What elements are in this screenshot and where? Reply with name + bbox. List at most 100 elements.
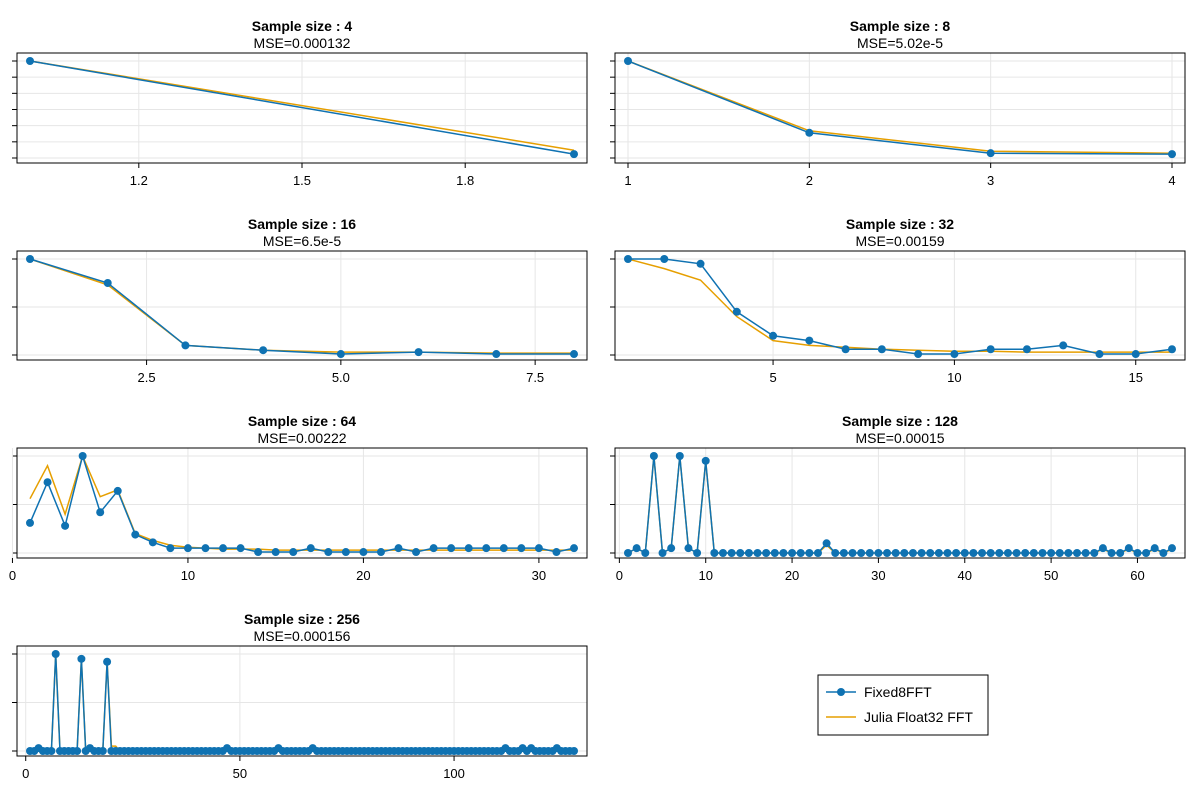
plot-area xyxy=(17,448,587,558)
plot-frame xyxy=(16,645,588,757)
data-point-fixed8fft xyxy=(103,657,112,666)
data-point-fixed8fft xyxy=(796,549,805,557)
x-tick-label: 20 xyxy=(785,568,799,583)
data-point-fixed8fft xyxy=(641,549,650,557)
data-point-fixed8fft xyxy=(131,530,140,539)
data-point-fixed8fft xyxy=(727,549,736,557)
x-tick-label: 20 xyxy=(356,568,370,583)
data-point-fixed8fft xyxy=(341,548,350,557)
series-line-fixed8fft xyxy=(29,60,575,155)
plot-area xyxy=(17,251,587,360)
data-point-fixed8fft xyxy=(219,544,228,553)
subplot-title: Sample size : 4 xyxy=(252,18,353,34)
data-point-fixed8fft xyxy=(805,336,814,345)
data-point-fixed8fft xyxy=(805,549,814,557)
data-point-fixed8fft xyxy=(103,279,112,287)
data-point-fixed8fft xyxy=(693,549,702,557)
data-point-fixed8fft xyxy=(534,544,543,553)
data-point-fixed8fft xyxy=(1073,549,1082,557)
legend-entry-fixed8fft: Fixed8FFT xyxy=(864,684,932,700)
x-tick-label: 15 xyxy=(1128,370,1142,385)
data-point-fixed8fft xyxy=(113,486,122,495)
data-point-fixed8fft xyxy=(736,549,745,557)
data-point-fixed8fft xyxy=(1055,549,1064,557)
data-point-fixed8fft xyxy=(649,452,658,460)
subplot-title: Sample size : 8 xyxy=(850,18,951,34)
x-tick-label: 30 xyxy=(871,568,885,583)
subplot-title: Sample size : 64 xyxy=(248,413,356,429)
data-point-fixed8fft xyxy=(254,548,263,557)
data-point-fixed8fft xyxy=(570,350,578,359)
data-point-fixed8fft xyxy=(492,350,501,359)
data-point-fixed8fft xyxy=(359,548,368,557)
data-point-fixed8fft xyxy=(986,549,995,557)
x-tick-label: 40 xyxy=(958,568,972,583)
data-point-fixed8fft xyxy=(770,549,779,557)
data-point-fixed8fft xyxy=(788,549,797,557)
data-point-fixed8fft xyxy=(952,549,961,557)
series-line-fixed8fft xyxy=(627,60,1173,155)
subplot-mse-label: MSE=6.5e-5 xyxy=(263,233,341,249)
plot-frame xyxy=(614,447,1186,559)
x-tick-label: 60 xyxy=(1130,568,1144,583)
data-point-fixed8fft xyxy=(236,544,245,553)
plot-frame xyxy=(16,447,588,559)
data-point-fixed8fft xyxy=(1012,549,1021,557)
data-point-fixed8fft xyxy=(414,348,423,357)
plot-area xyxy=(615,448,1185,558)
data-point-fixed8fft xyxy=(1150,544,1159,553)
series-line-fixed8fft xyxy=(627,455,1173,555)
data-point-fixed8fft xyxy=(1047,549,1056,557)
subplot-title: Sample size : 128 xyxy=(842,413,958,429)
data-point-fixed8fft xyxy=(1098,544,1107,553)
data-point-fixed8fft xyxy=(943,549,952,557)
data-point-fixed8fft xyxy=(73,747,82,755)
data-point-fixed8fft xyxy=(831,549,840,557)
x-tick-label: 0 xyxy=(9,568,16,583)
legend-entry-julia-float32-fft: Julia Float32 FFT xyxy=(864,709,973,725)
data-point-fixed8fft xyxy=(934,549,943,557)
data-point-fixed8fft xyxy=(950,350,959,359)
data-point-fixed8fft xyxy=(1003,549,1012,557)
plot-area xyxy=(615,53,1185,163)
data-point-fixed8fft xyxy=(891,549,900,557)
data-point-fixed8fft xyxy=(684,544,693,553)
data-point-fixed8fft xyxy=(865,549,874,557)
data-point-fixed8fft xyxy=(624,549,632,557)
data-point-fixed8fft xyxy=(701,456,710,465)
data-point-fixed8fft xyxy=(166,544,175,553)
data-point-fixed8fft xyxy=(1022,345,1031,354)
data-point-fixed8fft xyxy=(1038,549,1047,557)
x-tick-label: 10 xyxy=(947,370,961,385)
data-point-fixed8fft xyxy=(570,747,578,755)
data-point-fixed8fft xyxy=(769,331,778,340)
data-point-fixed8fft xyxy=(1168,345,1176,354)
series-line-fixed8fft xyxy=(628,258,1173,355)
data-point-fixed8fft xyxy=(986,345,995,354)
x-tick-label: 10 xyxy=(181,568,195,583)
data-point-fixed8fft xyxy=(667,544,676,553)
data-point-fixed8fft xyxy=(570,150,578,159)
data-point-fixed8fft xyxy=(96,508,105,517)
x-tick-label: 0 xyxy=(616,568,623,583)
data-point-fixed8fft xyxy=(47,747,56,755)
data-point-fixed8fft xyxy=(900,549,909,557)
data-point-fixed8fft xyxy=(98,747,107,755)
data-point-fixed8fft xyxy=(986,149,995,158)
data-point-fixed8fft xyxy=(813,549,822,557)
data-point-fixed8fft xyxy=(1059,341,1068,350)
series-line-fixed8fft xyxy=(29,258,574,355)
x-tick-label: 3 xyxy=(987,173,994,188)
data-point-fixed8fft xyxy=(658,549,667,557)
x-tick-label: 50 xyxy=(1044,568,1058,583)
data-point-fixed8fft xyxy=(1142,549,1151,557)
data-point-fixed8fft xyxy=(306,544,315,553)
data-point-fixed8fft xyxy=(675,452,684,460)
data-point-fixed8fft xyxy=(394,544,403,553)
data-point-fixed8fft xyxy=(1081,549,1090,557)
data-point-fixed8fft xyxy=(624,57,632,65)
data-point-fixed8fft xyxy=(51,650,60,658)
